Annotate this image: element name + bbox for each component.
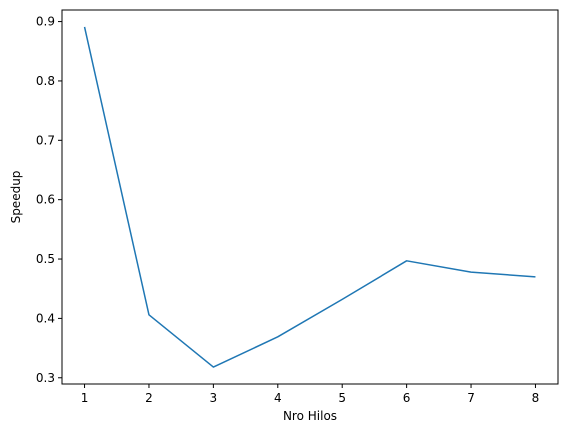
x-tick-label: 6 [403, 391, 411, 405]
x-tick-label: 7 [467, 391, 475, 405]
x-tick-label: 2 [145, 391, 153, 405]
y-tick-label: 0.4 [36, 311, 55, 325]
x-tick-label: 1 [81, 391, 89, 405]
series-line [83, 26, 536, 368]
x-axis-label: Nro Hilos [283, 409, 337, 423]
y-tick-label: 0.8 [36, 74, 55, 88]
y-tick-label: 0.5 [36, 252, 55, 266]
x-tick-label: 8 [532, 391, 540, 405]
y-axis-label: Speedup [9, 171, 23, 224]
x-axis-ticks: 1 2 3 4 5 6 7 8 [81, 384, 540, 405]
y-axis-ticks: 0.3 0.4 0.5 0.6 0.7 0.8 0.9 [36, 15, 62, 385]
y-tick-label: 0.6 [36, 193, 55, 207]
y-tick-label: 0.9 [36, 15, 55, 29]
plot-area [61, 9, 559, 385]
y-tick-label: 0.7 [36, 133, 55, 147]
y-tick-label: 0.3 [36, 371, 55, 385]
x-tick-label: 5 [338, 391, 346, 405]
x-tick-label: 4 [274, 391, 282, 405]
series-layer [83, 26, 536, 368]
x-tick-label: 3 [210, 391, 218, 405]
